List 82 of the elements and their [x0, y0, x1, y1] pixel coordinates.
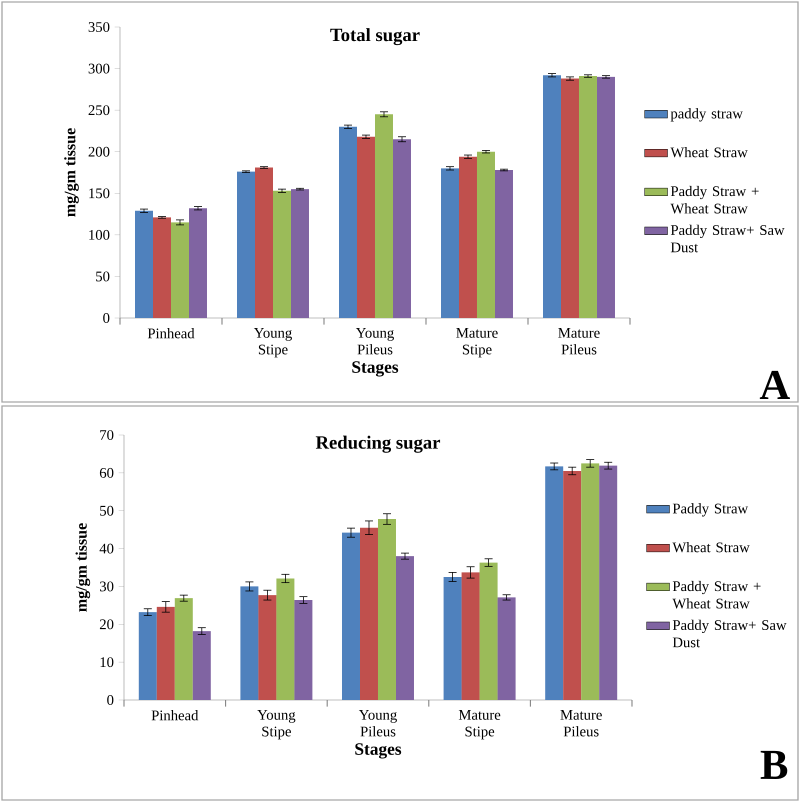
legend-label: Paddy Straw+ Saw Dust	[670, 224, 785, 252]
bar	[596, 76, 615, 318]
y-tick-label: 300	[88, 64, 110, 74]
bar	[153, 217, 171, 318]
bar	[258, 595, 276, 700]
y-tick-label: 10	[100, 657, 114, 668]
bar	[171, 222, 189, 318]
bar	[240, 586, 258, 700]
bar	[357, 136, 375, 318]
bar	[290, 189, 309, 318]
legend-label: Paddy Straw + Wheat Straw	[670, 186, 759, 214]
chart-title: Reducing sugar	[316, 436, 440, 453]
y-tick-label: 250	[88, 105, 110, 116]
y-tick-label: 20	[100, 619, 114, 630]
bar	[189, 208, 207, 318]
x-tick-label: Mature Pileus	[560, 710, 602, 736]
bar	[273, 190, 291, 318]
bar	[294, 600, 312, 700]
bar	[255, 168, 273, 318]
y-tick-label: 200	[88, 146, 110, 157]
y-axis-title: mg/gm tissue	[64, 128, 79, 217]
bar	[342, 532, 360, 700]
bar	[545, 466, 564, 700]
bar	[192, 631, 211, 700]
y-tick-label: 60	[100, 468, 114, 478]
bar	[498, 597, 516, 700]
bar	[135, 210, 153, 318]
x-axis-title: Stages	[352, 361, 398, 377]
bar	[360, 528, 378, 700]
bar	[494, 170, 513, 318]
bar	[444, 576, 462, 700]
y-tick-label: 40	[100, 544, 114, 554]
bar	[174, 598, 193, 700]
text: B	[760, 750, 788, 779]
bar	[156, 606, 175, 700]
y-tick-label: 0	[107, 695, 114, 705]
legend-label: Wheat Straw	[672, 542, 750, 552]
x-tick-label: Pinhead	[152, 710, 198, 720]
y-tick-label: 100	[89, 230, 110, 240]
y-axis-title: mg/gm tissue	[76, 523, 90, 612]
legend-label: Paddy Straw+ Saw Dust	[672, 620, 786, 648]
legend-label: paddy straw	[670, 108, 743, 122]
bar	[560, 78, 579, 318]
x-tick-label: Young Pileus	[358, 710, 397, 736]
x-tick-label: Mature Pileus	[558, 328, 600, 354]
x-tick-label: Young Stipe	[257, 710, 296, 740]
chart-title: Total sugar	[330, 28, 420, 46]
bar	[396, 556, 414, 700]
x-tick-label: Young Stipe	[254, 328, 292, 358]
y-tick-label: 50	[100, 506, 114, 516]
bar	[578, 76, 597, 318]
bar	[138, 612, 157, 700]
bar	[339, 126, 357, 318]
bar	[392, 139, 411, 318]
y-tick-label: 30	[100, 581, 114, 592]
text: A	[760, 370, 790, 400]
legend-label: Wheat Straw	[670, 147, 748, 158]
y-tick-label: 0	[103, 313, 110, 323]
y-tick-label: 70	[100, 430, 114, 440]
bar	[563, 470, 582, 700]
legend-label: Paddy Straw + Wheat Straw	[672, 580, 761, 609]
bar	[458, 156, 477, 318]
bar	[374, 114, 393, 318]
bar	[440, 168, 459, 318]
y-tick-label: 150	[89, 188, 110, 198]
bar	[378, 519, 396, 700]
legend-label: Paddy Straw	[672, 503, 748, 516]
bar	[237, 172, 255, 318]
bar	[476, 152, 495, 318]
y-tick-label: 50	[96, 271, 110, 282]
y-tick-label: 350	[88, 22, 110, 32]
bar	[581, 463, 600, 700]
bar	[480, 562, 498, 700]
x-tick-label: Pinhead	[148, 328, 194, 338]
bar	[542, 75, 561, 318]
bar	[462, 572, 480, 700]
x-tick-label: Mature Stipe	[456, 328, 498, 358]
x-tick-label: Young Pileus	[356, 328, 394, 354]
x-tick-label: Mature Stipe	[458, 710, 500, 740]
bar	[276, 578, 294, 700]
bar	[599, 466, 618, 700]
x-axis-title: Stages	[355, 743, 402, 759]
